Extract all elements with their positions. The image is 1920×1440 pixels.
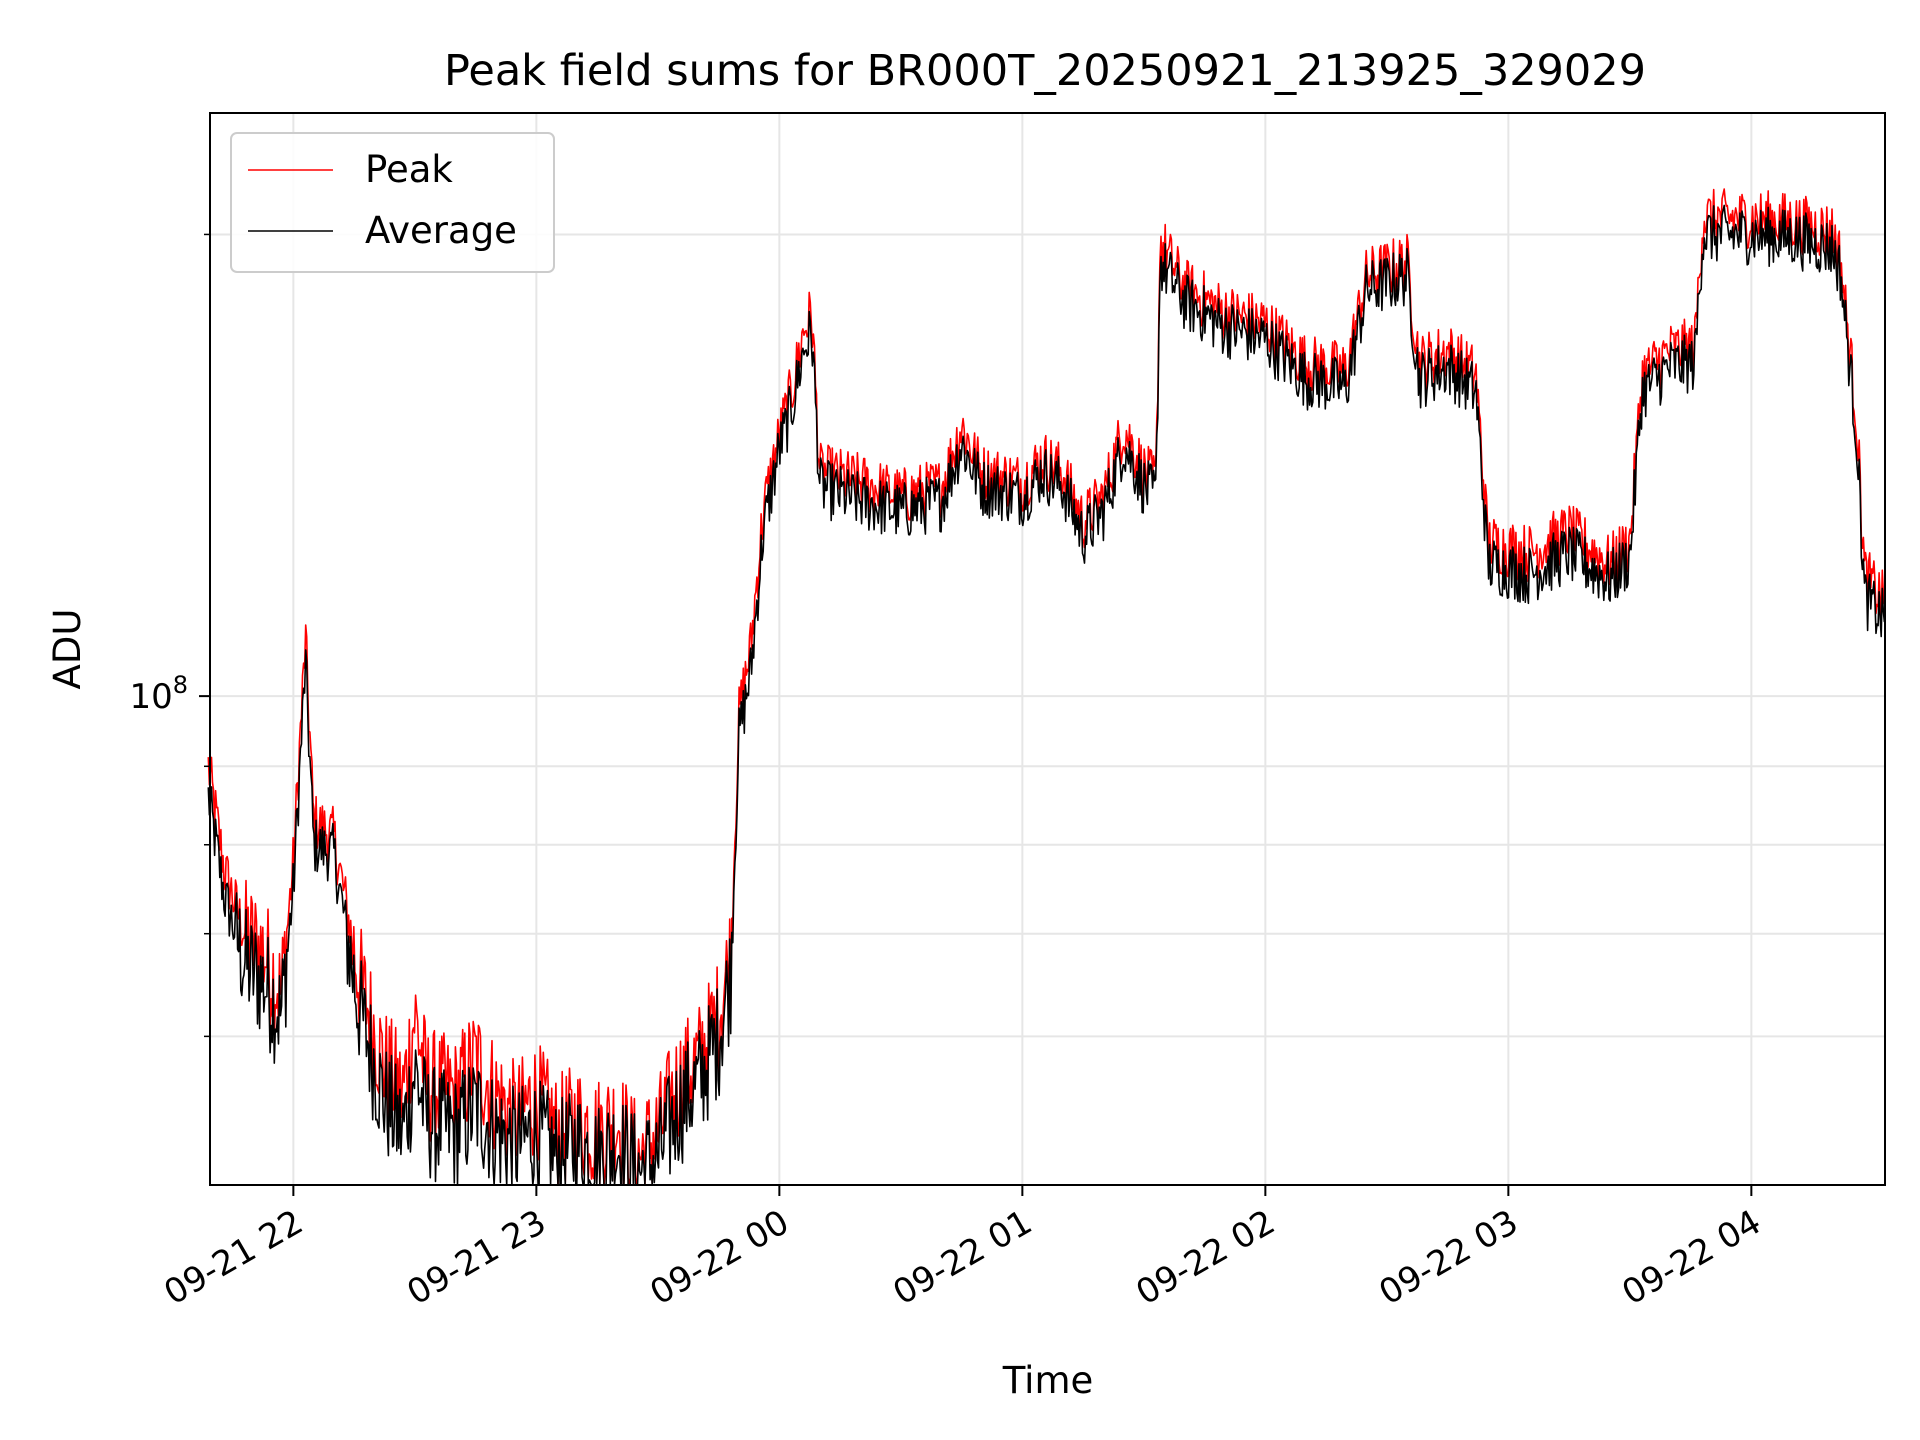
legend-label-average: Average bbox=[365, 209, 517, 252]
grid-layer bbox=[210, 113, 1885, 1185]
chart-title: Peak field sums for BR000T_20250921_2139… bbox=[444, 46, 1646, 96]
legend-label-peak: Peak bbox=[365, 148, 453, 191]
legend: Peak Average bbox=[230, 132, 555, 273]
legend-box bbox=[230, 132, 555, 273]
plot-frame bbox=[209, 112, 1886, 1186]
x-axis-label: Time bbox=[1002, 1359, 1094, 1402]
series-line-average bbox=[207, 204, 1886, 1186]
y-tick-exponent: 8 bbox=[173, 671, 188, 699]
y-axis-label: ADU bbox=[46, 609, 89, 690]
series-layer bbox=[207, 188, 1886, 1186]
